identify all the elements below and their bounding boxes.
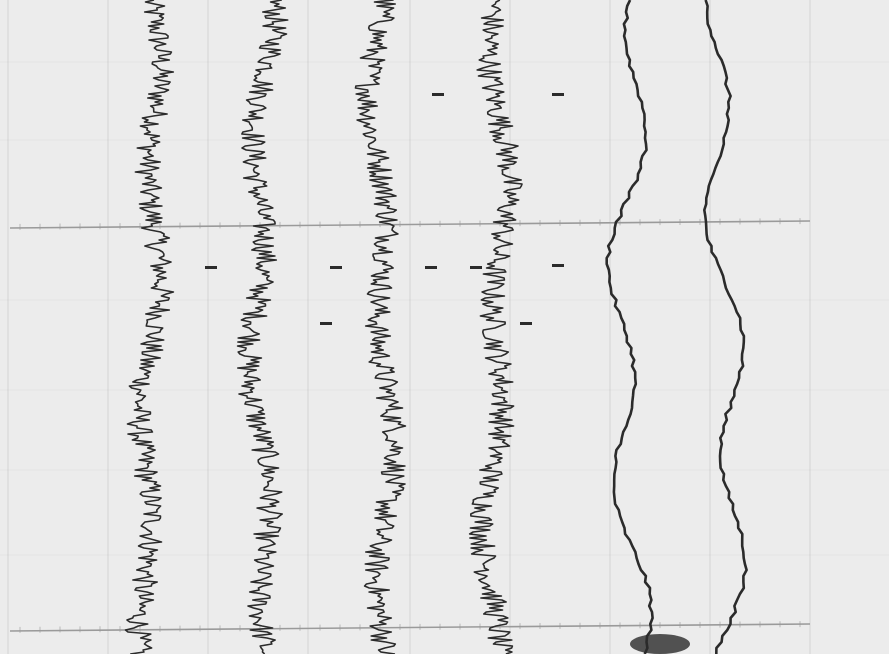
- timing-mark: [520, 322, 532, 325]
- ink-smudge: [630, 634, 690, 654]
- timing-mark: [552, 264, 564, 267]
- trace-4: [468, 0, 523, 654]
- trace-1: [124, 0, 175, 654]
- trace-6: [702, 0, 748, 654]
- reference-line-lower: [9, 623, 811, 632]
- timing-mark: [205, 266, 217, 269]
- trace-3: [354, 0, 407, 654]
- trace-2: [236, 0, 289, 654]
- reference-line-upper: [9, 220, 811, 229]
- timing-mark: [470, 266, 482, 269]
- timing-mark: [330, 266, 342, 269]
- timing-mark: [425, 266, 437, 269]
- trace-5: [605, 0, 654, 654]
- timing-mark: [320, 322, 332, 325]
- timing-mark: [432, 93, 444, 96]
- seismic-traces: [124, 0, 748, 654]
- timing-mark: [552, 93, 564, 96]
